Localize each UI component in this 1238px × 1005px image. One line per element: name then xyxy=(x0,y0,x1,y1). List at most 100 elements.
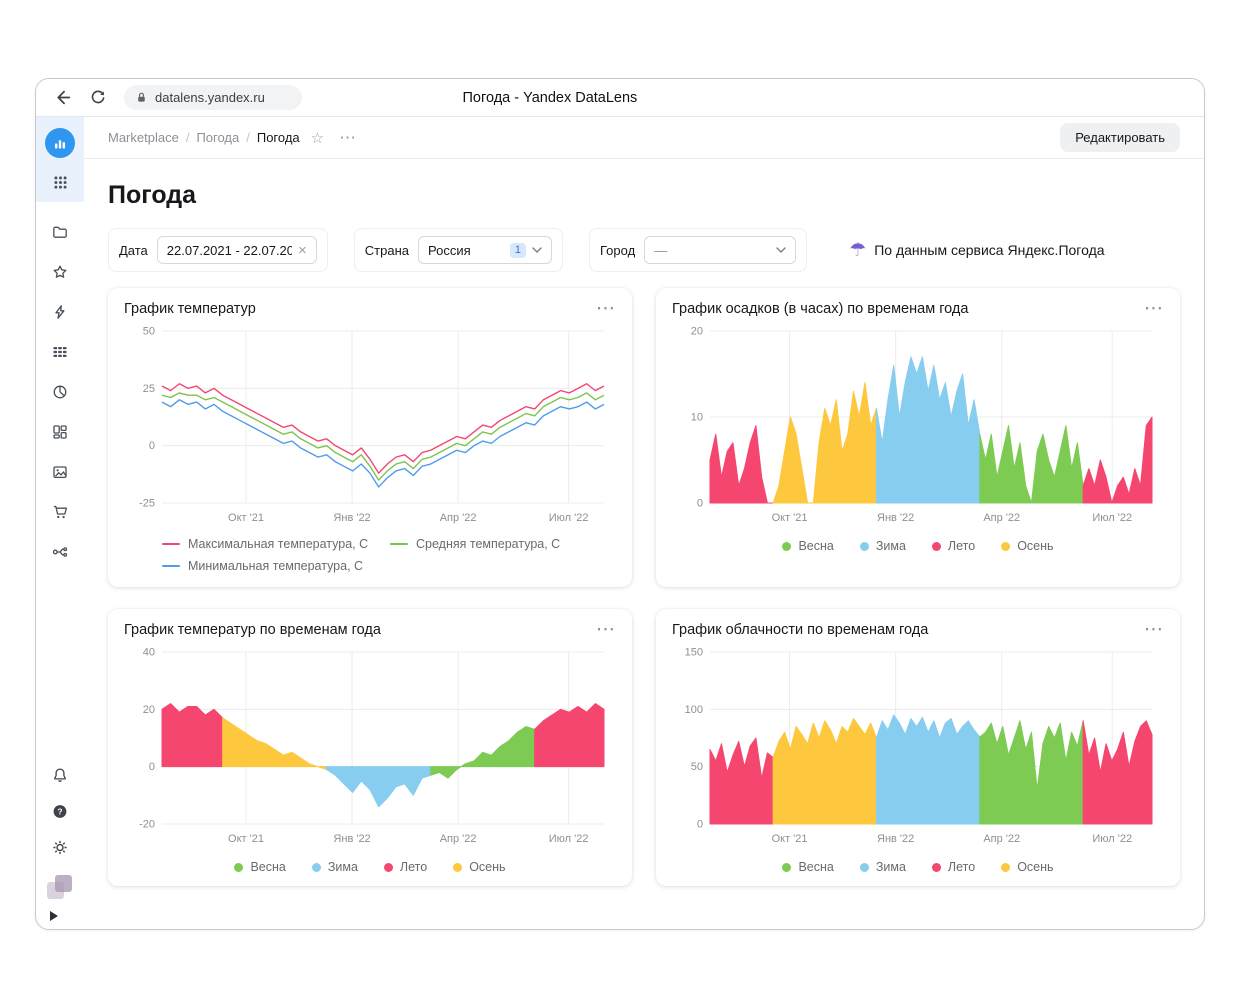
filters-row: Дата 22.07.2021 - 22.07.2022 × Страна Ро… xyxy=(108,228,1180,272)
lightning-icon[interactable] xyxy=(52,304,68,320)
svg-text:25: 25 xyxy=(143,383,155,395)
legend-item[interactable]: Осень xyxy=(453,860,506,874)
temperature-line-chart[interactable]: -25 0 25 50 Окт '21 Янв '22 Апр '22 Июл '22 xyxy=(124,321,614,529)
sidebar-bottom: ? xyxy=(47,767,73,905)
breadcrumb-folder[interactable]: Погода xyxy=(196,130,240,145)
settings-gear-icon[interactable] xyxy=(52,839,68,855)
chevron-down-icon xyxy=(532,247,542,253)
gallery-icon[interactable] xyxy=(52,464,68,480)
chart-card-temperatures: График температур ⋯ -25 0 25 50 Окт '21 Янв '… xyxy=(108,288,632,587)
breadcrumb: Marketplace / Погода / Погода ☆ ⋯ xyxy=(108,128,357,148)
season-legend: Весна Зима Лето Осень xyxy=(672,539,1164,553)
legend-dot xyxy=(859,862,869,872)
svg-text:Апр '22: Апр '22 xyxy=(983,833,1020,845)
legend-item[interactable]: Зима xyxy=(859,860,906,874)
legend-dot xyxy=(859,541,869,551)
country-select[interactable]: Россия 1 xyxy=(418,236,553,264)
pie-chart-icon[interactable] xyxy=(52,384,68,400)
svg-text:20: 20 xyxy=(143,704,155,716)
legend-dot xyxy=(782,541,792,551)
help-icon[interactable]: ? xyxy=(52,803,68,819)
country-filter: Страна Россия 1 xyxy=(353,228,564,272)
svg-text:0: 0 xyxy=(149,440,155,452)
dashboards-icon[interactable] xyxy=(52,424,68,440)
legend-item[interactable]: Весна xyxy=(782,539,834,553)
date-filter-label: Дата xyxy=(119,242,148,258)
legend-dot xyxy=(782,862,792,872)
chart-title: График облачности по временам года xyxy=(672,622,929,638)
marketplace-cart-icon[interactable] xyxy=(52,504,68,520)
svg-text:Окт '21: Окт '21 xyxy=(772,833,808,845)
legend-dot xyxy=(1001,541,1011,551)
svg-text:Апр '22: Апр '22 xyxy=(440,833,477,845)
folder-icon[interactable] xyxy=(52,224,68,240)
date-range-input[interactable]: 22.07.2021 - 22.07.2022 × xyxy=(156,236,317,264)
star-icon[interactable] xyxy=(52,264,68,280)
temperature-season-area-chart[interactable]: -20 0 20 40 Окт '21 Янв '22 Апр '22 Июл '22 xyxy=(124,642,614,850)
legend-item[interactable]: Осень xyxy=(1001,539,1054,553)
legend-item[interactable]: Лето xyxy=(931,860,975,874)
svg-text:Окт '21: Окт '21 xyxy=(772,512,808,524)
page-title: Погода xyxy=(108,181,197,209)
breadcrumb-current: Погода xyxy=(256,130,300,145)
precipitation-area-chart[interactable]: 0 10 20 Окт '21 Янв '22 Апр '22 Июл '22 xyxy=(672,321,1162,529)
season-legend: Весна Зима Лето Осень xyxy=(124,860,616,874)
clear-date-icon[interactable]: × xyxy=(298,241,307,259)
legend-item[interactable]: Зима xyxy=(311,860,358,874)
address-bar[interactable]: datalens.yandex.ru xyxy=(124,85,302,110)
date-filter: Дата 22.07.2021 - 22.07.2022 × xyxy=(108,228,328,272)
svg-text:Июл '22: Июл '22 xyxy=(1092,512,1132,524)
city-filter-label: Город xyxy=(600,242,636,258)
notifications-bell-icon[interactable] xyxy=(52,767,68,783)
legend-dot xyxy=(234,862,244,872)
legend-item[interactable]: Весна xyxy=(782,860,834,874)
datasets-icon[interactable] xyxy=(52,344,68,360)
dashboard-content: Погода Дата 22.07.2021 - 22.07.2022 × Ст… xyxy=(84,159,1204,929)
legend-item[interactable]: Лето xyxy=(931,539,975,553)
datalens-logo-icon[interactable] xyxy=(45,128,75,158)
services-flow-icon[interactable] xyxy=(52,544,68,560)
svg-text:50: 50 xyxy=(143,326,155,338)
expand-panel-icon[interactable] xyxy=(50,911,58,921)
chart-card-precipitation: График осадков (в часах) по временам год… xyxy=(656,288,1180,587)
svg-text:Янв '22: Янв '22 xyxy=(333,512,370,524)
chart-title: График температур xyxy=(124,301,256,317)
sidebar-nav xyxy=(52,224,68,560)
legend-item[interactable]: Лето xyxy=(383,860,427,874)
user-avatar[interactable] xyxy=(47,875,73,901)
edit-button[interactable]: Редактировать xyxy=(1060,123,1180,152)
cloudiness-area-chart[interactable]: 0 50 100 150 Окт '21 Янв '22 Апр '22 Июл '22 xyxy=(672,642,1162,850)
chart-menu-icon[interactable]: ⋯ xyxy=(1144,619,1164,641)
legend-item[interactable]: Осень xyxy=(1001,860,1054,874)
legend-item[interactable]: Средняя температура, C xyxy=(390,537,608,551)
umbrella-icon: ☂ xyxy=(849,239,867,261)
date-range-value: 22.07.2021 - 22.07.2022 xyxy=(166,242,292,258)
chart-menu-icon[interactable]: ⋯ xyxy=(596,298,616,320)
svg-text:Янв '22: Янв '22 xyxy=(877,833,914,845)
legend-dot xyxy=(311,862,321,872)
legend-dot xyxy=(453,862,463,872)
app-sidebar: ? xyxy=(36,117,84,929)
legend-item[interactable]: Максимальная температура, C xyxy=(162,537,380,551)
breadcrumb-more-icon[interactable]: ⋯ xyxy=(339,127,358,147)
favorite-star-icon[interactable]: ☆ xyxy=(310,129,325,147)
svg-text:20: 20 xyxy=(691,326,703,338)
data-source-note: ☂ По данным сервиса Яндекс.Погода xyxy=(849,241,1104,260)
chart-menu-icon[interactable]: ⋯ xyxy=(1144,298,1164,320)
back-icon[interactable] xyxy=(52,88,72,108)
legend-item[interactable]: Зима xyxy=(859,539,906,553)
svg-text:50: 50 xyxy=(691,761,703,773)
city-select[interactable]: — xyxy=(644,236,797,264)
svg-text:0: 0 xyxy=(149,761,155,773)
refresh-icon[interactable] xyxy=(88,88,108,108)
data-source-text: По данным сервиса Яндекс.Погода xyxy=(874,242,1105,258)
chart-menu-icon[interactable]: ⋯ xyxy=(596,619,616,641)
legend-item[interactable]: Весна xyxy=(234,860,286,874)
city-filter: Город — xyxy=(589,228,808,272)
legend-item[interactable]: Минимальная температура, C xyxy=(162,559,380,573)
breadcrumb-separator: / xyxy=(246,130,250,145)
breadcrumb-marketplace[interactable]: Marketplace xyxy=(108,130,179,145)
svg-text:100: 100 xyxy=(685,704,703,716)
apps-grid-icon[interactable] xyxy=(52,174,68,190)
